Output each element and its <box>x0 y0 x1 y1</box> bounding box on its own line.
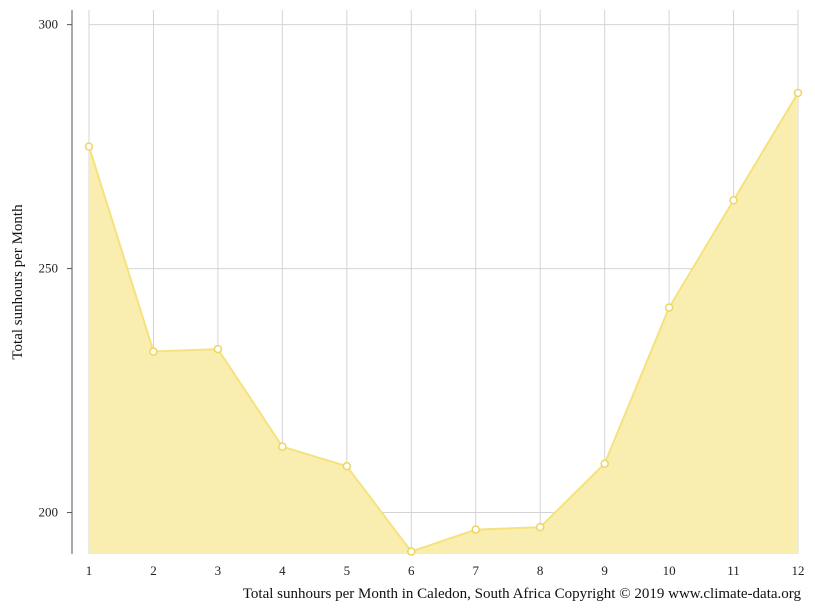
x-tick-label: 3 <box>215 563 222 578</box>
y-axis-title: Total sunhours per Month <box>10 204 26 360</box>
data-point <box>278 442 287 451</box>
x-tick-label: 10 <box>663 563 676 578</box>
data-point <box>407 547 416 556</box>
sunhours-line <box>88 92 799 553</box>
x-tick-label: 9 <box>601 563 608 578</box>
data-point <box>213 344 223 354</box>
x-tick-label: 2 <box>150 563 157 578</box>
data-point <box>793 88 803 98</box>
x-axis-ticks: 1 2 3 4 5 6 7 8 9 10 11 12 <box>86 563 805 578</box>
x-tick-label: 1 <box>86 563 93 578</box>
data-point <box>471 525 480 534</box>
x-tick-label: 12 <box>792 563 805 578</box>
x-tick-label: 7 <box>472 563 479 578</box>
data-point <box>535 522 545 532</box>
data-point <box>149 347 158 356</box>
data-point <box>600 459 609 468</box>
y-tick-label: 250 <box>39 261 59 276</box>
x-tick-label: 8 <box>537 563 544 578</box>
chart-caption: Total sunhours per Month in Caledon, Sou… <box>243 586 802 602</box>
data-point <box>84 142 94 151</box>
y-tick-label: 200 <box>39 505 59 520</box>
x-tick-label: 5 <box>344 563 351 578</box>
data-point <box>664 303 674 312</box>
x-tick-label: 11 <box>727 563 740 578</box>
sunhours-area <box>89 92 798 555</box>
data-point <box>342 461 352 471</box>
data-points <box>84 88 803 556</box>
y-tick-label: 300 <box>39 17 59 32</box>
y-axis-ticks: 200 250 300 <box>39 17 72 520</box>
data-point <box>729 196 738 205</box>
x-tick-label: 6 <box>408 563 415 578</box>
x-tick-label: 4 <box>279 563 286 578</box>
